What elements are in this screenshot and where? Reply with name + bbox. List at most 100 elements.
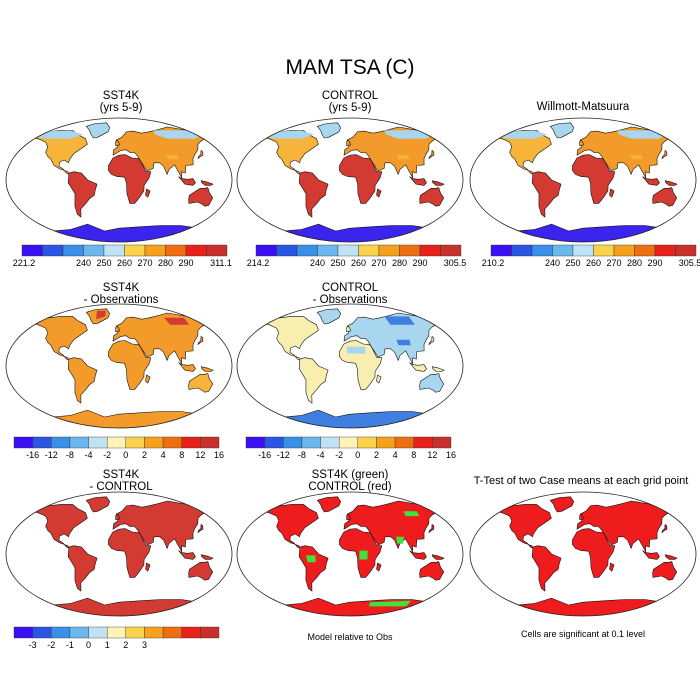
colorbar-tick-label: -16: [258, 450, 271, 460]
colorbar-tick-label: 221.2: [13, 258, 36, 268]
colorbar-tick-label: 260: [117, 258, 132, 268]
panel-title-control: CONTROL (yrs 5-9): [321, 90, 379, 114]
colorbar-swatch: [245, 436, 265, 449]
land-northAmerica: [30, 504, 88, 549]
map-border: [236, 491, 464, 617]
colorbar-tick-label: 0: [355, 450, 360, 460]
colorbar-tick-label: 240: [545, 258, 560, 268]
colorbar-swatch: [320, 436, 340, 449]
region-siberia-red: [164, 317, 190, 325]
land-southAmerica: [67, 357, 98, 404]
colorbar-swatch: [255, 244, 277, 257]
land-madagascar: [376, 562, 382, 572]
colorbar-swatch: [181, 626, 201, 639]
colorbar-swatch: [51, 626, 71, 639]
land-australia: [419, 187, 445, 207]
colorbar-sst4k-minus-obs: -16 -12 -8 -4 -2 0 2 4 8 12 16: [13, 436, 224, 460]
colorbar-swatch: [103, 244, 125, 257]
colorbar-tick-label: -4: [316, 450, 324, 460]
colorbar-swatch: [144, 436, 164, 449]
colorbar-swatch: [165, 244, 187, 257]
colorbar-swatch: [264, 436, 284, 449]
colorbar-swatch: [200, 436, 220, 449]
region-amazon-green: [306, 555, 316, 563]
colorbar-tick-label: 250: [565, 258, 580, 268]
land-newGuinea: [200, 554, 214, 560]
colorbar-swatch: [613, 244, 635, 257]
land-greenland: [550, 496, 574, 513]
colorbar-swatch: [358, 244, 380, 257]
colorbar-tick-label: -8: [66, 450, 74, 460]
panel-title-sst4k-control: SST4K - CONTROL: [89, 469, 153, 493]
colorbar-tick-label: -2: [335, 450, 343, 460]
land-southAmerica: [67, 545, 98, 592]
land-indonesia: [409, 176, 427, 186]
colorbar-swatch: [357, 436, 377, 449]
colorbar-swatch: [13, 436, 33, 449]
land-eurasia: [343, 126, 444, 179]
colorbar-swatch: [88, 626, 108, 639]
land-australia: [419, 561, 445, 581]
note-model-relative: Model relative to Obs: [307, 632, 393, 642]
colorbar-tick-label: 0: [86, 640, 91, 650]
figure-title: MAM TSA (C): [285, 56, 415, 79]
land-southAmerica: [67, 171, 98, 218]
land-eurasia: [112, 312, 213, 365]
map-border: [5, 117, 233, 243]
colorbar-swatch: [106, 626, 127, 639]
colorbar-swatch: [634, 244, 656, 257]
land-japan: [661, 150, 668, 159]
colorbar-tick-label: 290: [178, 258, 193, 268]
region-sahara-blue: [346, 346, 366, 354]
colorbar-swatch: [206, 244, 228, 257]
region-sahara-hot: [575, 160, 603, 171]
land-eurasia: [112, 126, 213, 179]
region-greenland-red: [96, 310, 106, 320]
land-indonesia: [642, 176, 660, 186]
land-australia: [652, 561, 678, 581]
land-madagascar: [376, 374, 382, 384]
colorbar-tick-label: 305.5: [679, 258, 700, 268]
land-newGuinea: [664, 554, 678, 560]
region-sahara-hot: [342, 160, 370, 171]
land-indonesia: [409, 550, 427, 560]
land-uk: [579, 513, 584, 520]
land-greenland: [86, 122, 110, 139]
colorbar-swatch: [51, 436, 71, 449]
land-greenland: [86, 496, 110, 513]
land-newGuinea: [200, 180, 214, 186]
colorbar-tick-label: 8: [411, 450, 416, 460]
colorbar-swatch: [125, 436, 145, 449]
land-newGuinea: [431, 180, 445, 186]
land-southAmerica: [298, 357, 329, 404]
colorbar-swatch: [511, 244, 533, 257]
map-border: [236, 303, 464, 429]
colorbar-swatch: [283, 436, 303, 449]
colorbar-control: 214.2 240 250 260 270 280 290 305.5: [247, 244, 466, 268]
land-newGuinea: [431, 366, 445, 372]
colorbar-swatch: [413, 436, 433, 449]
colorbar-tick-label: 214.2: [247, 258, 270, 268]
colorbar-tick-label: -8: [298, 450, 306, 460]
map-control-minus-obs: [236, 303, 464, 429]
land-japan: [197, 150, 204, 159]
colorbar-tick-label: -2: [47, 640, 55, 650]
land-japan: [428, 336, 435, 345]
region-tibet-cool: [629, 155, 643, 160]
colorbar-tick-label: 12: [195, 450, 205, 460]
land-newGuinea: [664, 180, 678, 186]
land-uk: [346, 139, 351, 146]
colorbar-swatch: [593, 244, 615, 257]
colorbar-tick-label: 270: [137, 258, 152, 268]
land-japan: [428, 524, 435, 533]
land-australia: [188, 187, 214, 207]
colorbar-swatch: [185, 244, 207, 257]
colorbar-swatch: [162, 436, 182, 449]
land-indonesia: [178, 176, 196, 186]
land-africa: [108, 340, 152, 390]
colorbar-swatch: [338, 436, 359, 449]
colorbar-swatch: [13, 626, 33, 639]
land-japan: [428, 150, 435, 159]
land-japan: [661, 524, 668, 533]
map-control: [236, 117, 464, 243]
